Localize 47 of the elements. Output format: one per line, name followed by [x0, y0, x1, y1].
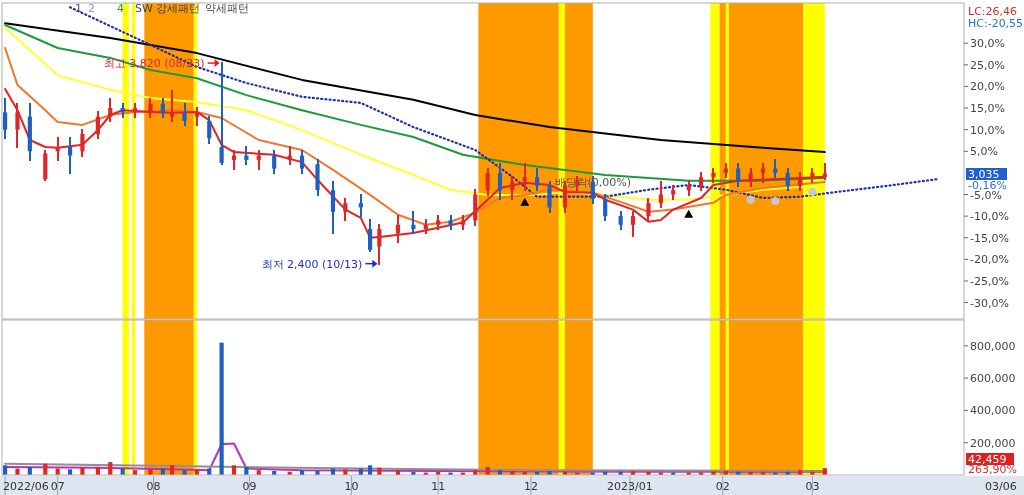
- x-tick-label: 2022/06: [2, 480, 49, 493]
- text: 3,035: [968, 168, 1000, 181]
- line-series: [4, 462, 826, 472]
- x-tick-label: 10: [344, 480, 359, 493]
- y-tick-label: -30,0%: [970, 296, 1009, 310]
- bar: [15, 468, 20, 475]
- bar: [182, 470, 187, 475]
- y-tick-label: 20,0%: [970, 80, 1005, 94]
- x-tick-label: 02: [715, 480, 730, 493]
- x-tick-label: 08: [146, 480, 161, 493]
- text: -0,16%: [968, 179, 1007, 192]
- y-tick-label: 400,000: [970, 404, 1016, 418]
- y-tick-label: -15,0%: [970, 231, 1009, 245]
- x-tick-label: 07: [50, 480, 65, 493]
- y-tick-label: 600,000: [970, 372, 1016, 386]
- line-series: [4, 442, 826, 473]
- x-tick-label: 12: [523, 480, 538, 493]
- line-series: [4, 22, 826, 154]
- bar: [368, 465, 373, 475]
- bar: [170, 465, 175, 475]
- y-tick-label: -20,0%: [970, 253, 1009, 267]
- annotation: 2: [88, 2, 95, 15]
- y-tick-label: 10,0%: [970, 123, 1005, 137]
- y-tick-label: 30,0%: [970, 37, 1005, 51]
- text: HC:-20,55: [968, 17, 1024, 30]
- y-tick-label: 5,0%: [970, 145, 998, 159]
- bar: [219, 342, 224, 475]
- bar: [148, 469, 153, 475]
- annotation: 배당락(0,00%): [554, 175, 632, 189]
- bar: [3, 465, 8, 475]
- annotation: 약세패턴: [205, 2, 249, 15]
- bar: [231, 465, 237, 475]
- y-tick-label: 200,000: [970, 436, 1016, 450]
- text: LC:26,46: [968, 5, 1018, 18]
- y-tick-label: 800,000: [970, 339, 1016, 353]
- bar: [80, 467, 85, 475]
- y-tick-label: -10,0%: [970, 210, 1009, 224]
- x-tick-label: 11: [431, 480, 446, 493]
- annotation: 1: [75, 2, 82, 15]
- x-tick-label: 09: [242, 480, 257, 493]
- annotation: 최저 2,400 (10/13): [261, 257, 363, 271]
- y-tick-label: 15,0%: [970, 102, 1005, 116]
- x-tick-label: 03: [805, 480, 820, 493]
- x-tick-label: 2023/01: [607, 480, 653, 493]
- y-tick-label: -25,0%: [970, 274, 1009, 288]
- y-tick-label: 25,0%: [970, 58, 1005, 72]
- text: 03/06: [985, 480, 1017, 493]
